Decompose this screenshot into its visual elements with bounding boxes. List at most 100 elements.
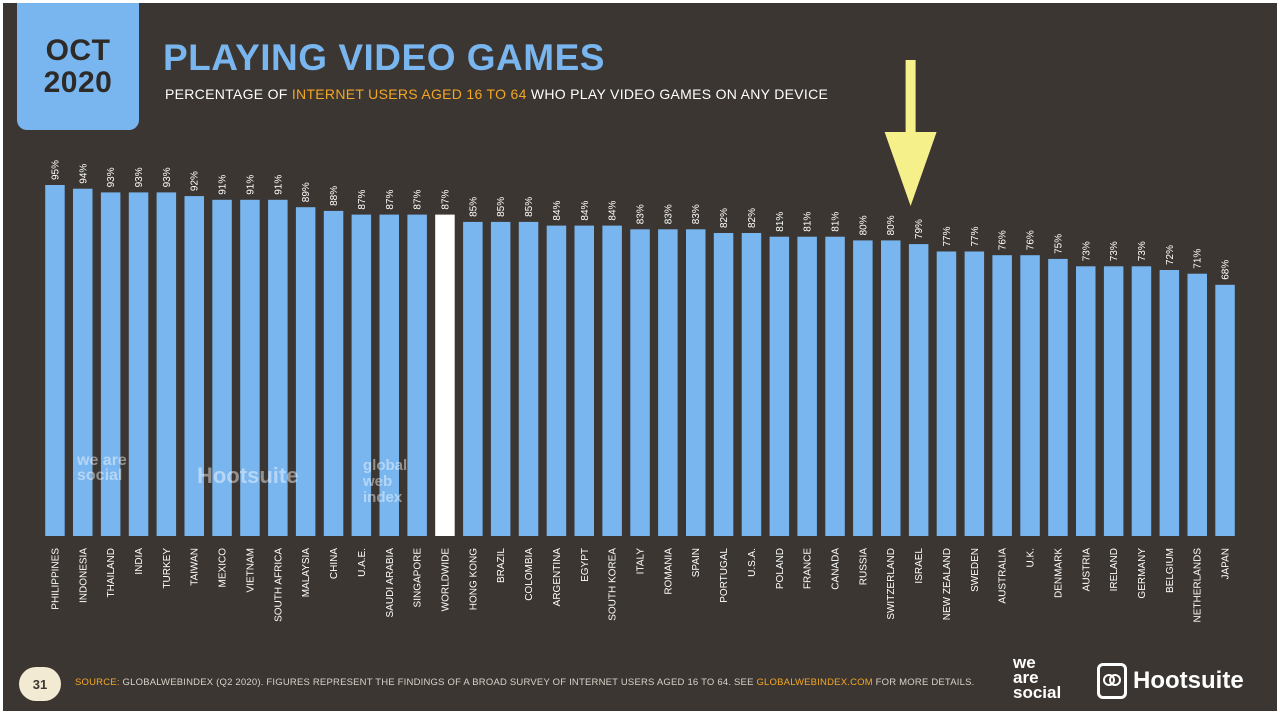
value-label-poland: 81% — [775, 212, 786, 232]
bar-argentina — [546, 225, 567, 536]
value-label-u-a-e: 87% — [357, 189, 368, 209]
bar-canada — [825, 236, 845, 536]
value-label-netherlands: 71% — [1193, 249, 1204, 269]
category-label-russia: RUSSIA — [858, 548, 869, 586]
subtitle-pre: PERCENTAGE OF — [165, 86, 292, 102]
value-label-israel: 79% — [914, 219, 925, 239]
category-label-switzerland: SWITZERLAND — [886, 548, 897, 620]
value-label-austria: 73% — [1081, 241, 1092, 261]
value-label-hong-kong: 85% — [468, 197, 479, 217]
subtitle-post: WHO PLAY VIDEO GAMES ON ANY DEVICE — [526, 86, 829, 102]
value-label-switzerland: 80% — [886, 215, 897, 235]
value-label-singapore: 87% — [413, 189, 424, 209]
value-label-indonesia: 94% — [78, 164, 89, 184]
category-label-worldwide: WORLDWIDE — [441, 548, 452, 612]
bar-new-zealand — [936, 251, 957, 536]
category-label-spain: SPAIN — [691, 548, 702, 577]
page-title: PLAYING VIDEO GAMES — [163, 37, 605, 78]
category-label-u-s-a: U.S.A. — [747, 548, 758, 577]
category-label-thailand: THAILAND — [106, 548, 117, 597]
bar-u-a-e — [351, 214, 372, 536]
category-label-japan: JAPAN — [1221, 548, 1232, 580]
hootsuite-logo: Hootsuite — [1097, 663, 1244, 699]
source-text: GLOBALWEBINDEX (Q2 2020). FIGURES REPRES… — [119, 677, 757, 688]
category-label-egypt: EGYPT — [580, 548, 591, 582]
bar-belgium — [1159, 270, 1180, 536]
category-label-austria: AUSTRIA — [1081, 548, 1092, 592]
bar-japan — [1215, 284, 1235, 536]
category-label-france: FRANCE — [803, 548, 814, 589]
category-label-turkey: TURKEY — [162, 548, 173, 589]
source-link[interactable]: GLOBALWEBINDEX.COM — [756, 677, 873, 688]
bar-romania — [658, 229, 678, 537]
value-label-russia: 80% — [858, 215, 869, 235]
value-label-sweden: 77% — [970, 226, 981, 246]
category-label-u-a-e: U.A.E. — [357, 548, 368, 577]
logo-weare-line1: we — [1013, 653, 1036, 672]
bar-china — [323, 210, 344, 536]
category-label-singapore: SINGAPORE — [413, 548, 424, 608]
value-label-worldwide: 87% — [441, 189, 452, 209]
we-are-social-logo: we are social — [1013, 653, 1061, 701]
category-label-portugal: PORTUGAL — [719, 548, 730, 603]
bar-thailand — [100, 192, 121, 536]
value-label-argentina: 84% — [552, 200, 563, 220]
value-label-portugal: 82% — [719, 208, 730, 228]
date-badge: OCT 2020 — [17, 3, 139, 130]
bar-malaysia — [295, 207, 316, 536]
bar-ireland — [1103, 266, 1124, 536]
bar-france — [797, 236, 817, 536]
value-label-ireland: 73% — [1109, 241, 1120, 261]
bar-switzerland — [881, 240, 901, 536]
bar-india — [128, 192, 149, 536]
source-label: SOURCE: — [75, 677, 120, 688]
page-number: 31 — [19, 667, 61, 701]
value-label-japan: 68% — [1221, 260, 1232, 280]
bar-israel — [908, 244, 929, 536]
value-label-south-africa: 91% — [273, 175, 284, 195]
bar-u-k — [1020, 255, 1040, 536]
subtitle-highlight: INTERNET USERS AGED 16 TO 64 — [291, 86, 527, 102]
category-label-new-zealand: NEW ZEALAND — [942, 548, 953, 620]
bar-hong-kong — [463, 221, 483, 536]
category-label-sweden: SWEDEN — [970, 548, 981, 592]
category-label-canada: CANADA — [831, 548, 842, 590]
value-label-new-zealand: 77% — [942, 226, 953, 246]
value-label-spain: 83% — [691, 204, 702, 224]
bar-singapore — [407, 214, 427, 536]
bar-australia — [992, 255, 1012, 536]
category-label-italy: ITALY — [636, 548, 647, 575]
value-label-canada: 81% — [831, 212, 842, 232]
value-label-india: 93% — [134, 167, 145, 187]
bar-philippines — [45, 185, 65, 536]
value-label-philippines: 95% — [50, 160, 61, 180]
bar-turkey — [156, 192, 177, 536]
owl-icon — [1097, 663, 1127, 699]
value-label-u-s-a: 82% — [747, 208, 758, 228]
category-label-india: INDIA — [134, 548, 145, 575]
bar-portugal — [713, 233, 734, 536]
value-label-taiwan: 92% — [190, 171, 201, 191]
bar-south-africa — [268, 199, 288, 537]
category-label-argentina: ARGENTINA — [552, 548, 563, 607]
bar-south-korea — [602, 225, 622, 536]
source-tail: FOR MORE DETAILS. — [872, 677, 975, 688]
bar-italy — [630, 229, 650, 537]
bar-poland — [769, 236, 790, 536]
value-label-china: 88% — [329, 186, 340, 206]
arrow-annotation — [884, 60, 937, 206]
category-label-china: CHINA — [329, 548, 340, 579]
value-label-brazil: 85% — [496, 197, 507, 217]
bar-saudi-arabia — [379, 214, 399, 536]
value-label-u-k: 76% — [1026, 230, 1037, 250]
bar-mexico — [212, 199, 232, 537]
category-label-mexico: MEXICO — [218, 548, 229, 588]
category-label-taiwan: TAIWAN — [190, 548, 201, 586]
value-label-romania: 83% — [663, 204, 674, 224]
category-label-philippines: PHILIPPINES — [50, 548, 61, 610]
category-label-israel: ISRAEL — [914, 548, 925, 584]
logo-weare-line2: are — [1013, 668, 1039, 687]
value-label-mexico: 91% — [218, 175, 229, 195]
bar-germany — [1131, 266, 1152, 536]
bar-colombia — [518, 221, 539, 536]
